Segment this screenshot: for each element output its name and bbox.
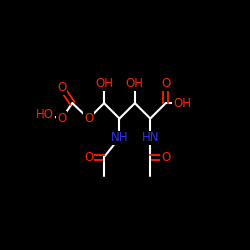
Text: O: O — [161, 150, 170, 164]
Text: O: O — [84, 112, 93, 125]
Text: NH: NH — [111, 131, 128, 144]
Text: O: O — [57, 81, 66, 94]
Text: HN: HN — [142, 131, 159, 144]
Text: OH: OH — [173, 97, 191, 110]
Text: O: O — [57, 112, 66, 125]
Text: OH: OH — [95, 78, 113, 90]
Text: O: O — [84, 150, 93, 164]
Text: HO: HO — [36, 108, 54, 121]
Text: O: O — [161, 78, 170, 90]
Text: OH: OH — [126, 78, 144, 90]
